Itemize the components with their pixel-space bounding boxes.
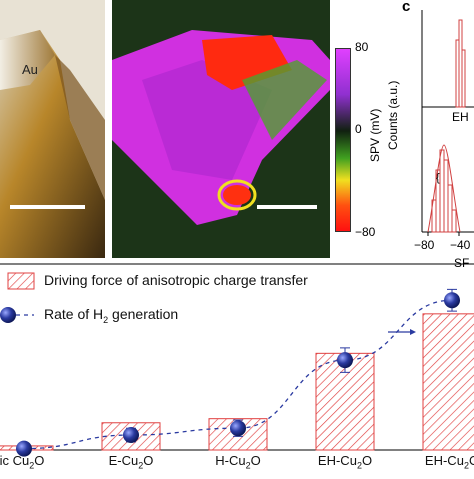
- histogram-label-eh: EH: [452, 110, 469, 124]
- category-label-1: ic Cu2O: [0, 453, 45, 471]
- histogram-label-brace: {: [436, 172, 440, 184]
- panel-c-xtick-1: −80: [414, 238, 435, 252]
- arrow-head-icon: [410, 329, 416, 335]
- legend-bar-swatch: [7, 272, 35, 290]
- colorbar-tick-mid: 0: [355, 122, 362, 136]
- category-label-2: E-Cu2O: [108, 453, 154, 471]
- panel-c-ylabel: Counts (a.u.): [386, 80, 400, 150]
- legend-bar-label: Driving force of anisotropic charge tran…: [44, 272, 308, 288]
- panel-c-histograms: EH { −80 −40 SF: [392, 0, 474, 275]
- panel-c-label: c: [402, 0, 411, 15]
- scale-bar-a: [10, 205, 85, 209]
- colorbar-title: SPV (mV): [368, 108, 382, 162]
- panel-a-image: Au: [0, 0, 105, 258]
- panel-b-image: [112, 0, 330, 258]
- category-label-5: EH-Cu2O: [424, 453, 474, 471]
- chart-area: [0, 263, 474, 457]
- panel-c-plot: [421, 10, 474, 236]
- bar-5: [422, 313, 474, 451]
- rate-marker-2: [123, 427, 139, 444]
- spv-colorbar: [335, 48, 351, 232]
- au-label: Au: [22, 62, 38, 77]
- scale-bar-b: [257, 205, 317, 209]
- colorbar-tick-top: 80: [355, 40, 369, 54]
- panel-b-spv-map: [112, 0, 330, 258]
- legend-marker-swatch: [0, 307, 16, 323]
- category-label-3: H-Cu2O: [215, 453, 261, 471]
- category-label-4: EH-Cu2O: [317, 453, 373, 471]
- rate-marker-4: [337, 352, 353, 369]
- legend-line-label: Rate of H2 generation: [44, 306, 179, 325]
- colorbar-tick-bottom: −80: [355, 225, 376, 239]
- panel-c-xtick-2: −40: [450, 238, 471, 252]
- rate-trend-line: [23, 299, 453, 450]
- panel-d-chart: Driving force of anisotropic charge tran…: [0, 263, 474, 474]
- panel-a-afm-render: [0, 0, 105, 258]
- rate-marker-1: [16, 440, 32, 457]
- rate-marker-3: [230, 420, 246, 437]
- rate-marker-5: [444, 292, 460, 309]
- panel-c-xlabel: SF: [454, 256, 470, 270]
